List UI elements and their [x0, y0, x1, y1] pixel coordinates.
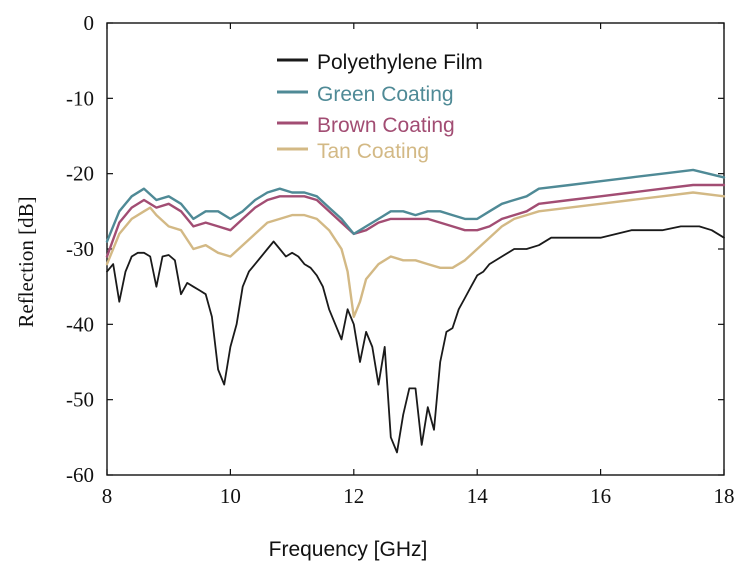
- legend-entry-label: Green Coating: [317, 83, 454, 106]
- y-axis-label: Reflection [dB]: [14, 196, 38, 327]
- series-line-polyethylene-film: [106, 225, 725, 454]
- x-tick-label: 8: [102, 484, 113, 508]
- x-tick-label: 14: [467, 484, 489, 508]
- x-axis-label: Frequency [GHz]: [269, 538, 428, 561]
- series-line-brown-coating: [105, 183, 726, 258]
- y-tick-label: 0: [84, 11, 95, 35]
- x-tick-label: 16: [590, 484, 611, 508]
- y-tick-label: -30: [66, 237, 94, 261]
- legend-entry-label: Brown Coating: [317, 114, 455, 137]
- series-line-green-coating: [105, 168, 726, 243]
- x-tick-label: 10: [220, 484, 241, 508]
- series-line-tan-coating: [105, 191, 726, 318]
- x-tick-label: 18: [714, 484, 735, 508]
- y-tick-label: -60: [66, 463, 94, 487]
- legend-entry-label: Polyethylene Film: [317, 51, 483, 74]
- y-tick-label: -50: [66, 388, 94, 412]
- y-tick-label: -20: [66, 162, 94, 186]
- legend-entry-label: Tan Coating: [317, 140, 429, 163]
- y-tick-label: -10: [66, 86, 94, 110]
- y-tick-label: -40: [66, 312, 94, 336]
- x-tick-label: 12: [343, 484, 364, 508]
